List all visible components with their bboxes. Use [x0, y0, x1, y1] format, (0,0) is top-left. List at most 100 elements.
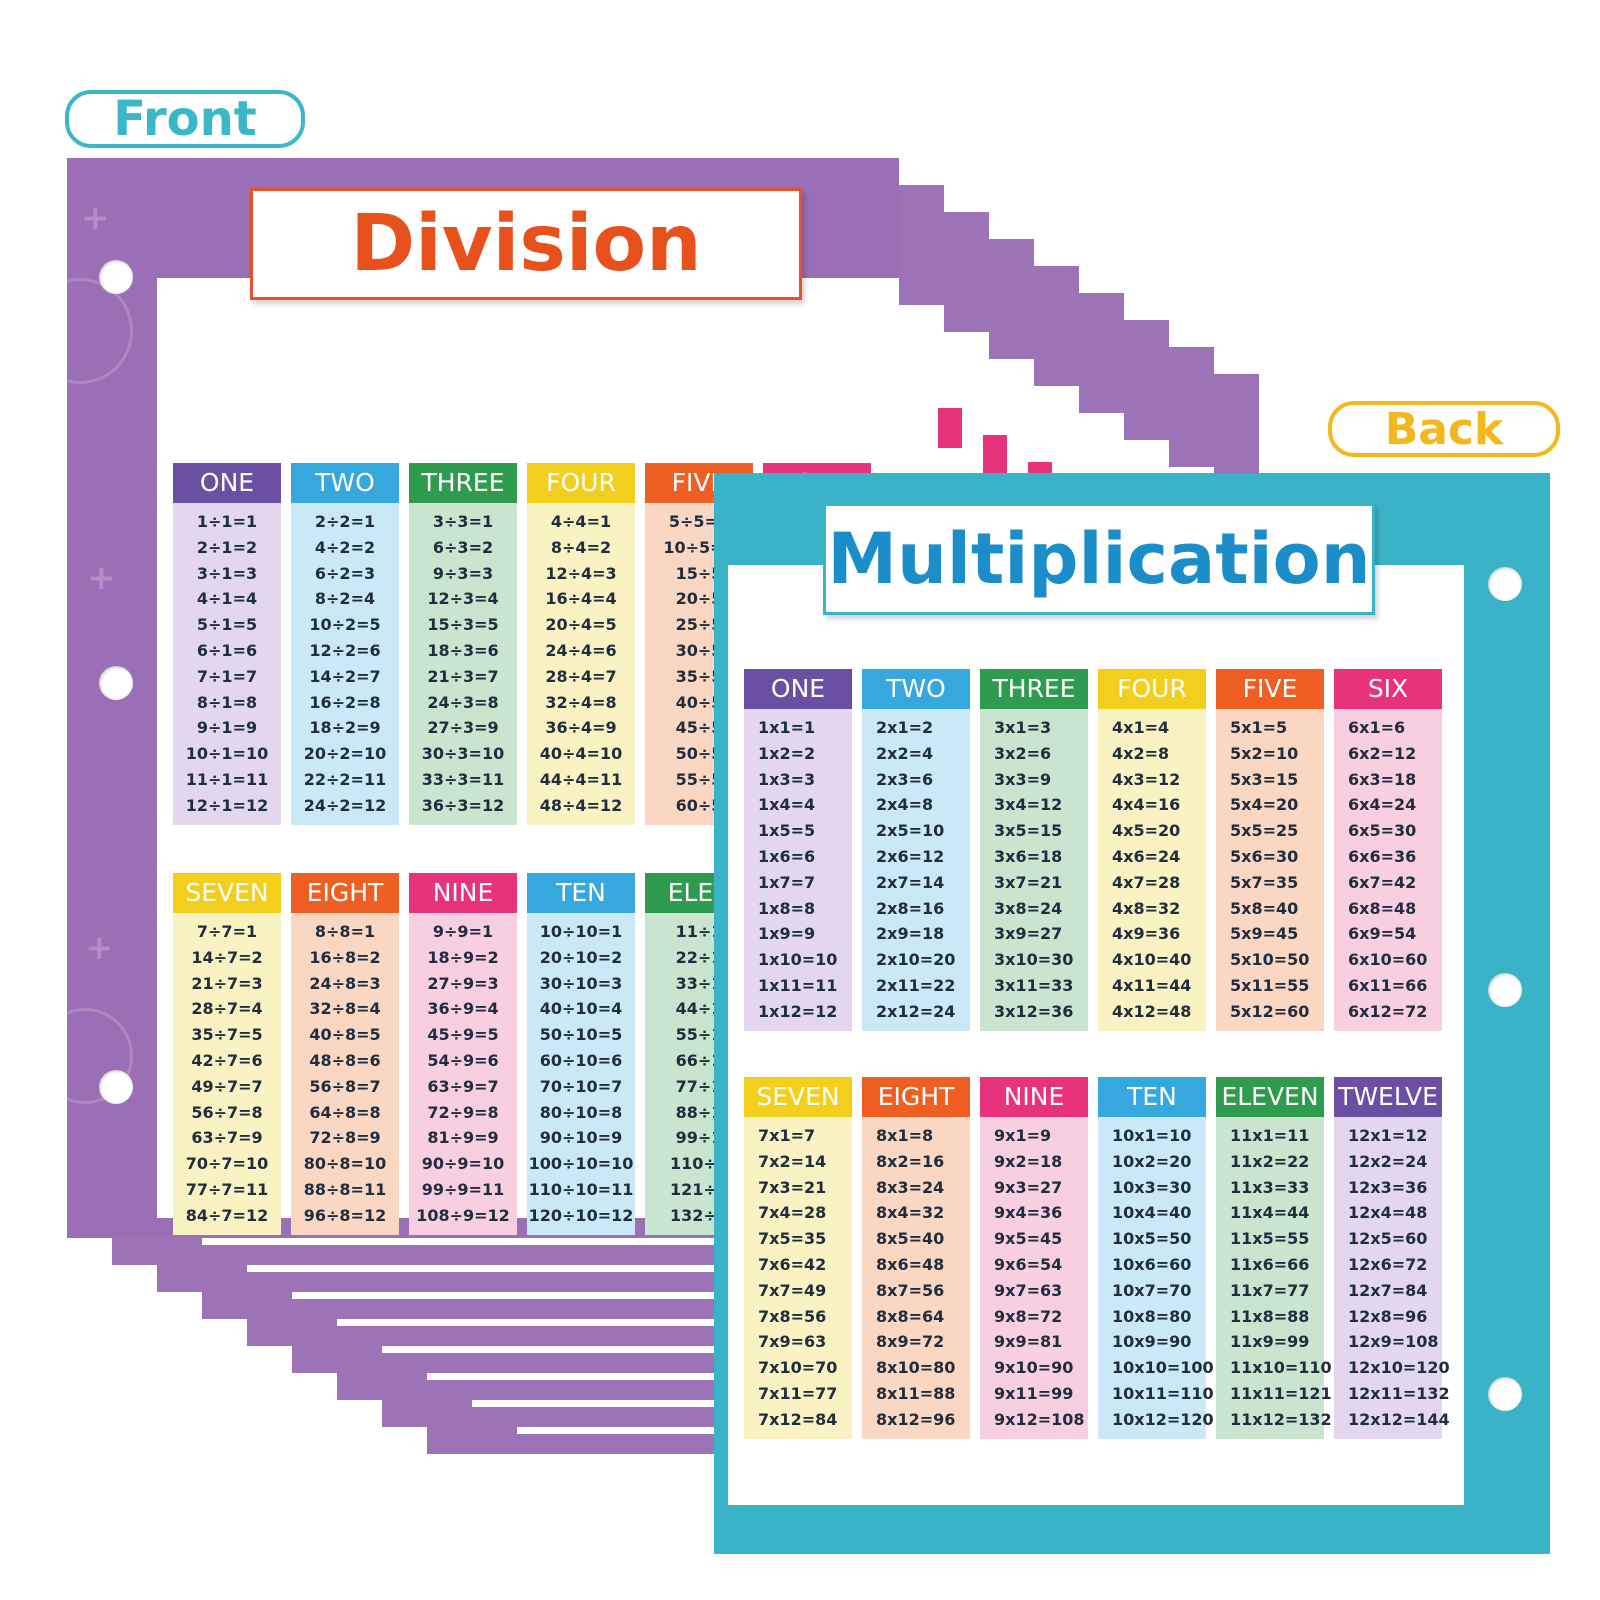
fact-row: 1x11=11	[758, 975, 838, 995]
fact-row: 81÷9=9	[427, 1128, 499, 1148]
fact-row: 7x6=42	[758, 1254, 827, 1274]
column-header: NINE	[409, 873, 517, 913]
fact-row: 11x3=33	[1230, 1177, 1310, 1197]
fact-row: 50÷5	[675, 744, 723, 764]
multiplication-column-eleven: ELEVEN 11x1=11 11x2=22 11x3=33 11x4=44 11x5=5…	[1216, 1077, 1332, 1439]
fact-row: 1x9=9	[758, 924, 816, 944]
fact-row: 96÷8=12	[303, 1205, 387, 1225]
multiplication-column-five: FIVE 5x1=5 5x2=10 5x3=15 5x4=20 5x5=25 5x6=30 5…	[1216, 669, 1324, 1031]
fact-row: 40÷4=10	[539, 744, 623, 764]
fact-row: 8x6=48	[876, 1254, 945, 1274]
multiplication-column-eight: EIGHT 8x1=8 8x2=16 8x3=24 8x4=32 8x5=40 8x6=48…	[862, 1077, 970, 1439]
multiplication-column-three: THREE 3x1=3 3x2=6 3x3=9 3x4=12 3x5=15 3x6=18 3x…	[980, 669, 1088, 1031]
fact-row: 70÷10=7	[539, 1076, 623, 1096]
fact-row: 18÷2=9	[309, 718, 381, 738]
fact-row: 6x10=60	[1348, 950, 1428, 970]
fact-row: 12÷3=4	[427, 589, 499, 609]
fact-row: 50÷10=5	[539, 1025, 623, 1045]
fact-row: 4x3=12	[1112, 769, 1181, 789]
fact-row: 2x6=12	[876, 846, 945, 866]
fact-row: 5x8=40	[1230, 898, 1299, 918]
fact-row: 10x8=80	[1112, 1306, 1192, 1326]
multiplication-column-nine: NINE 9x1=9 9x2=18 9x3=27 9x4=36 9x5=45 9x6=54 9…	[980, 1077, 1088, 1439]
column-facts: 9÷9=1 18÷9=2 27÷9=3 36÷9=4 45÷9=5 54÷9=6 63÷9=…	[409, 913, 517, 1235]
fact-row: 6÷1=6	[196, 640, 258, 660]
fact-row: 10x7=70	[1112, 1280, 1192, 1300]
fact-row: 6x6=36	[1348, 846, 1417, 866]
fact-row: 9x2=18	[994, 1151, 1063, 1171]
fact-row: 6x1=6	[1348, 718, 1406, 737]
fact-row: 10÷2=5	[309, 615, 381, 635]
fact-row: 2x5=10	[876, 821, 945, 841]
fact-row: 10÷1=10	[185, 744, 269, 764]
fact-row: 1÷1=1	[196, 512, 258, 531]
fact-row: 66÷1	[675, 1050, 723, 1070]
fact-row: 7x8=56	[758, 1306, 827, 1326]
fact-row: 11x9=99	[1230, 1332, 1310, 1352]
fact-row: 72÷8=9	[309, 1128, 381, 1148]
column-header: FOUR	[527, 463, 635, 503]
fact-row: 6x5=30	[1348, 821, 1417, 841]
fact-row: 84÷7=12	[185, 1205, 269, 1225]
fact-row: 9x8=72	[994, 1306, 1063, 1326]
fact-row: 12x7=84	[1348, 1280, 1428, 1300]
fact-row: 9x7=63	[994, 1280, 1063, 1300]
fact-row: 16÷2=8	[309, 692, 381, 712]
column-header: ONE	[173, 463, 281, 503]
fact-row: 7÷1=7	[196, 666, 258, 686]
column-header: ONE	[744, 669, 852, 709]
fact-row: 11÷1=11	[185, 769, 269, 789]
fact-row: 2x1=2	[876, 718, 934, 737]
column-header: NINE	[980, 1077, 1088, 1117]
fact-row: 2x2=4	[876, 743, 934, 763]
fact-row: 7x11=77	[758, 1383, 838, 1403]
fact-row: 5x9=45	[1230, 924, 1299, 944]
fact-row: 9x5=45	[994, 1229, 1063, 1249]
column-header: TWO	[862, 669, 970, 709]
binder-hole	[99, 666, 133, 700]
fact-row: 8÷2=4	[314, 589, 376, 609]
multiplication-column-seven: SEVEN 7x1=7 7x2=14 7x3=21 7x4=28 7x5=35 7x6=42…	[744, 1077, 852, 1439]
fact-row: 32÷4=8	[545, 692, 617, 712]
fact-row: 3÷1=3	[196, 563, 258, 583]
fact-row: 49÷7=7	[191, 1076, 263, 1096]
fact-row: 10x10=100	[1112, 1358, 1214, 1378]
fact-row: 8÷1=8	[196, 692, 258, 712]
fact-row: 18÷3=6	[427, 640, 499, 660]
column-header: TEN	[527, 873, 635, 913]
fact-row: 2x10=20	[876, 950, 956, 970]
fact-row: 77÷7=11	[185, 1179, 269, 1199]
fact-row: 11x12=132	[1230, 1409, 1332, 1429]
fact-row: 8x10=80	[876, 1358, 956, 1378]
fact-row: 2x12=24	[876, 1001, 956, 1021]
circle-decoration	[67, 278, 133, 384]
column-facts: 10x1=10 10x2=20 10x3=30 10x4=40 10x5=50 10x6=…	[1098, 1117, 1214, 1439]
fact-row: 33÷3=11	[421, 769, 505, 789]
fact-row: 100÷10=10	[528, 1154, 634, 1174]
fact-row: 1x5=5	[758, 821, 816, 841]
multiplication-title: Multiplication	[823, 503, 1375, 615]
fact-row: 4x6=24	[1112, 846, 1181, 866]
fact-row: 9÷9=1	[432, 922, 494, 941]
fact-row: 6x12=72	[1348, 1001, 1428, 1021]
fact-row: 40÷10=4	[539, 999, 623, 1019]
column-facts: 10÷10=1 20÷10=2 30÷10=3 40÷10=4 50÷10=5 60÷10…	[527, 913, 635, 1235]
front-label: Front	[65, 90, 305, 148]
fact-row: 20÷2=10	[303, 744, 387, 764]
fact-row: 7x4=28	[758, 1203, 827, 1223]
fact-row: 9÷1=9	[196, 718, 258, 738]
fact-row: 36÷3=12	[421, 795, 505, 815]
fact-row: 45÷5	[675, 718, 723, 738]
fact-row: 8x9=72	[876, 1332, 945, 1352]
fact-row: 16÷4=4	[545, 589, 617, 609]
fact-row: 3x1=3	[994, 718, 1052, 737]
fact-row: 4÷2=2	[314, 537, 376, 557]
column-facts: 9x1=9 9x2=18 9x3=27 9x4=36 9x5=45 9x6=54 9x7=6…	[980, 1117, 1088, 1439]
fact-row: 5x10=50	[1230, 950, 1310, 970]
column-facts: 1x1=1 1x2=2 1x3=3 1x4=4 1x5=5 1x6=6 1x7=7 1x8=8…	[744, 709, 852, 1031]
multiplication-column-four: FOUR 4x1=4 4x2=8 4x3=12 4x4=16 4x5=20 4x6=24 4x…	[1098, 669, 1206, 1031]
fact-row: 44÷1	[675, 999, 723, 1019]
multiplication-chart: ONE 1x1=1 1x2=2 1x3=3 1x4=4 1x5=5 1x6=6 1x7=7 1x…	[714, 473, 1550, 1554]
fact-row: 12÷4=3	[545, 563, 617, 583]
fact-row: 3x7=21	[994, 872, 1063, 892]
